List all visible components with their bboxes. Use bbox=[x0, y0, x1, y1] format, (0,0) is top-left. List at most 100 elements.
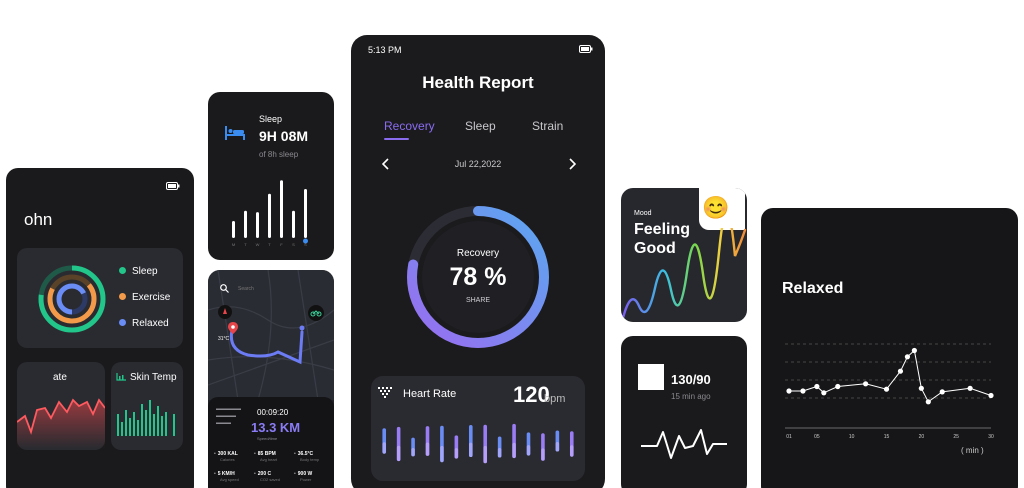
x-tick-label: 05 bbox=[814, 434, 820, 440]
mood-value-line1: Feeling bbox=[634, 221, 691, 238]
run-stat-value: 85 BPM bbox=[257, 451, 276, 457]
location-pin-icon bbox=[228, 322, 238, 334]
run-stat: • 36.5°C Body temp bbox=[294, 451, 319, 462]
tab-recovery[interactable]: Recovery bbox=[384, 119, 435, 133]
sleep-bar bbox=[280, 180, 283, 238]
relaxed-data-point bbox=[835, 383, 841, 390]
blood-pressure-card[interactable]: 130/90 15 min ago bbox=[621, 336, 747, 488]
run-stat-value: 36.5°C bbox=[297, 451, 314, 457]
sleep-label: Sleep bbox=[259, 114, 283, 124]
relaxed-series-line bbox=[789, 349, 992, 403]
sleep-bar bbox=[244, 210, 247, 238]
bp-sub: 15 min ago bbox=[671, 392, 711, 401]
heart-rate-bar-highlight bbox=[497, 448, 502, 458]
relaxed-data-point bbox=[883, 386, 890, 392]
sleep-today-dot bbox=[303, 238, 308, 244]
heart-rate-bar-highlight bbox=[541, 448, 545, 461]
heart-rate-bar-highlight bbox=[512, 442, 516, 459]
heart-rate-card[interactable]: Heart Rate 120 bpm bbox=[371, 376, 585, 481]
heart-rate-wave bbox=[17, 398, 105, 448]
sleep-day-label: S bbox=[304, 242, 307, 247]
relaxed-data-point bbox=[925, 399, 931, 405]
chevron-left-icon[interactable] bbox=[382, 158, 390, 170]
tab-active-underline bbox=[384, 138, 409, 140]
relaxed-data-point bbox=[967, 385, 973, 391]
battery-icon bbox=[579, 45, 593, 53]
run-stat: • 200 C CO2 saved bbox=[254, 471, 280, 482]
chevron-right-icon[interactable] bbox=[568, 158, 576, 170]
mood-wave bbox=[621, 228, 747, 320]
activity-rings bbox=[38, 265, 106, 333]
chart-title: Relaxed bbox=[782, 280, 844, 297]
leaf-icon: • bbox=[254, 471, 256, 477]
run-stat-value: 5 KM/H bbox=[217, 471, 235, 477]
search-icon[interactable] bbox=[220, 284, 229, 293]
x-tick-label: 20 bbox=[919, 434, 925, 440]
relaxed-data-point bbox=[800, 388, 806, 394]
relaxed-chart-card[interactable]: Relaxed 01 05 10 15 20 25 30 ( min ) bbox=[761, 208, 1018, 488]
page-title: Health Report bbox=[422, 73, 534, 92]
heart-rate-bar-highlight bbox=[555, 442, 560, 452]
heart-rate-icon bbox=[378, 387, 392, 398]
sleep-day-label: T bbox=[244, 242, 247, 247]
run-stat-label: Body temp bbox=[300, 457, 320, 462]
run-stat-label: Avg heart bbox=[260, 457, 278, 462]
sleep-bar bbox=[292, 210, 295, 238]
run-stat-value: 900 W bbox=[297, 471, 313, 477]
bp-square-icon bbox=[638, 364, 664, 390]
smiley-icon: 😊 bbox=[702, 195, 730, 220]
fire-icon: • bbox=[214, 451, 216, 457]
run-placeholder-text: ▬▬▬▬▬ ▬▬▬▬ ▬▬▬ bbox=[216, 406, 241, 426]
relaxed-line-chart: 01 05 10 15 20 25 30 bbox=[785, 343, 994, 440]
run-stat-value: 300 KAL bbox=[217, 451, 238, 457]
heart-rate-panel[interactable]: ate bbox=[17, 362, 105, 450]
relaxed-data-point bbox=[863, 381, 869, 387]
recovery-label: Recovery bbox=[456, 248, 500, 259]
bike-icon[interactable] bbox=[308, 305, 324, 321]
compass-icon[interactable] bbox=[218, 305, 232, 319]
relaxed-data-point bbox=[897, 368, 904, 374]
x-tick-label: 25 bbox=[953, 434, 959, 440]
sleep-card[interactable]: Sleep 9H 08M of 8h sleep M T W T F S S bbox=[208, 92, 334, 260]
skin-temp-label: Skin Temp bbox=[130, 372, 177, 383]
sleep-day-label: W bbox=[256, 242, 260, 247]
chart-icon bbox=[116, 373, 126, 381]
health-report-screen: 5:13 PM Health Report Recovery Sleep Str… bbox=[351, 35, 605, 488]
tab-strain[interactable]: Strain bbox=[532, 119, 564, 133]
run-distance-sub: Speed/time bbox=[257, 436, 278, 441]
run-stats-panel: ▬▬▬▬▬ ▬▬▬▬ ▬▬▬ 00:09:20 13.3 KM Speed/time… bbox=[208, 397, 334, 488]
mood-value-line2: Good bbox=[634, 240, 676, 257]
activity-rings-panel[interactable]: Sleep Exercise Relaxed bbox=[17, 248, 183, 348]
legend-exercise: Exercise bbox=[119, 292, 170, 303]
relaxed-data-point bbox=[821, 390, 827, 396]
heart-icon: • bbox=[254, 451, 256, 457]
heart-rate-bar-highlight bbox=[440, 445, 444, 463]
mood-card[interactable]: Mood Feeling Good 😊 bbox=[621, 188, 747, 322]
relaxed-data-point bbox=[814, 383, 820, 390]
heart-rate-label: Heart Rate bbox=[403, 388, 457, 400]
map-run-card[interactable]: Search 31°C ▬▬▬▬▬ ▬▬▬▬ ▬▬▬ 00:09:20 13.3 K… bbox=[208, 270, 334, 488]
run-stat-label: CO2 saved bbox=[260, 477, 281, 482]
share-button[interactable]: SHARE bbox=[465, 297, 491, 304]
relaxed-data-point bbox=[939, 389, 945, 395]
legend-sleep: Sleep bbox=[119, 266, 158, 277]
route-map[interactable] bbox=[208, 270, 334, 400]
heart-rate-bar-highlight bbox=[396, 445, 401, 462]
heart-rate-bar-highlight bbox=[483, 445, 488, 464]
heart-rate-bar-highlight bbox=[526, 445, 531, 456]
relaxed-data-point bbox=[918, 385, 924, 391]
heart-rate-bar-highlight bbox=[454, 448, 459, 459]
x-tick-label: 01 bbox=[786, 434, 792, 440]
tab-sleep[interactable]: Sleep bbox=[465, 119, 496, 133]
sleep-day-label: S bbox=[292, 242, 295, 247]
mood-label: Mood bbox=[634, 210, 652, 217]
skin-temp-panel[interactable]: Skin Temp bbox=[111, 362, 183, 450]
sleep-bar bbox=[232, 221, 235, 238]
map-search-input[interactable]: Search bbox=[238, 286, 254, 292]
run-stat: • 85 BPM Avg heart bbox=[254, 451, 277, 462]
sleep-value: 9H 08M bbox=[259, 128, 309, 144]
battery-icon bbox=[166, 182, 180, 190]
recovery-ring bbox=[407, 206, 549, 348]
sleep-day-label: F bbox=[280, 242, 283, 247]
relaxed-data-point bbox=[786, 388, 792, 394]
